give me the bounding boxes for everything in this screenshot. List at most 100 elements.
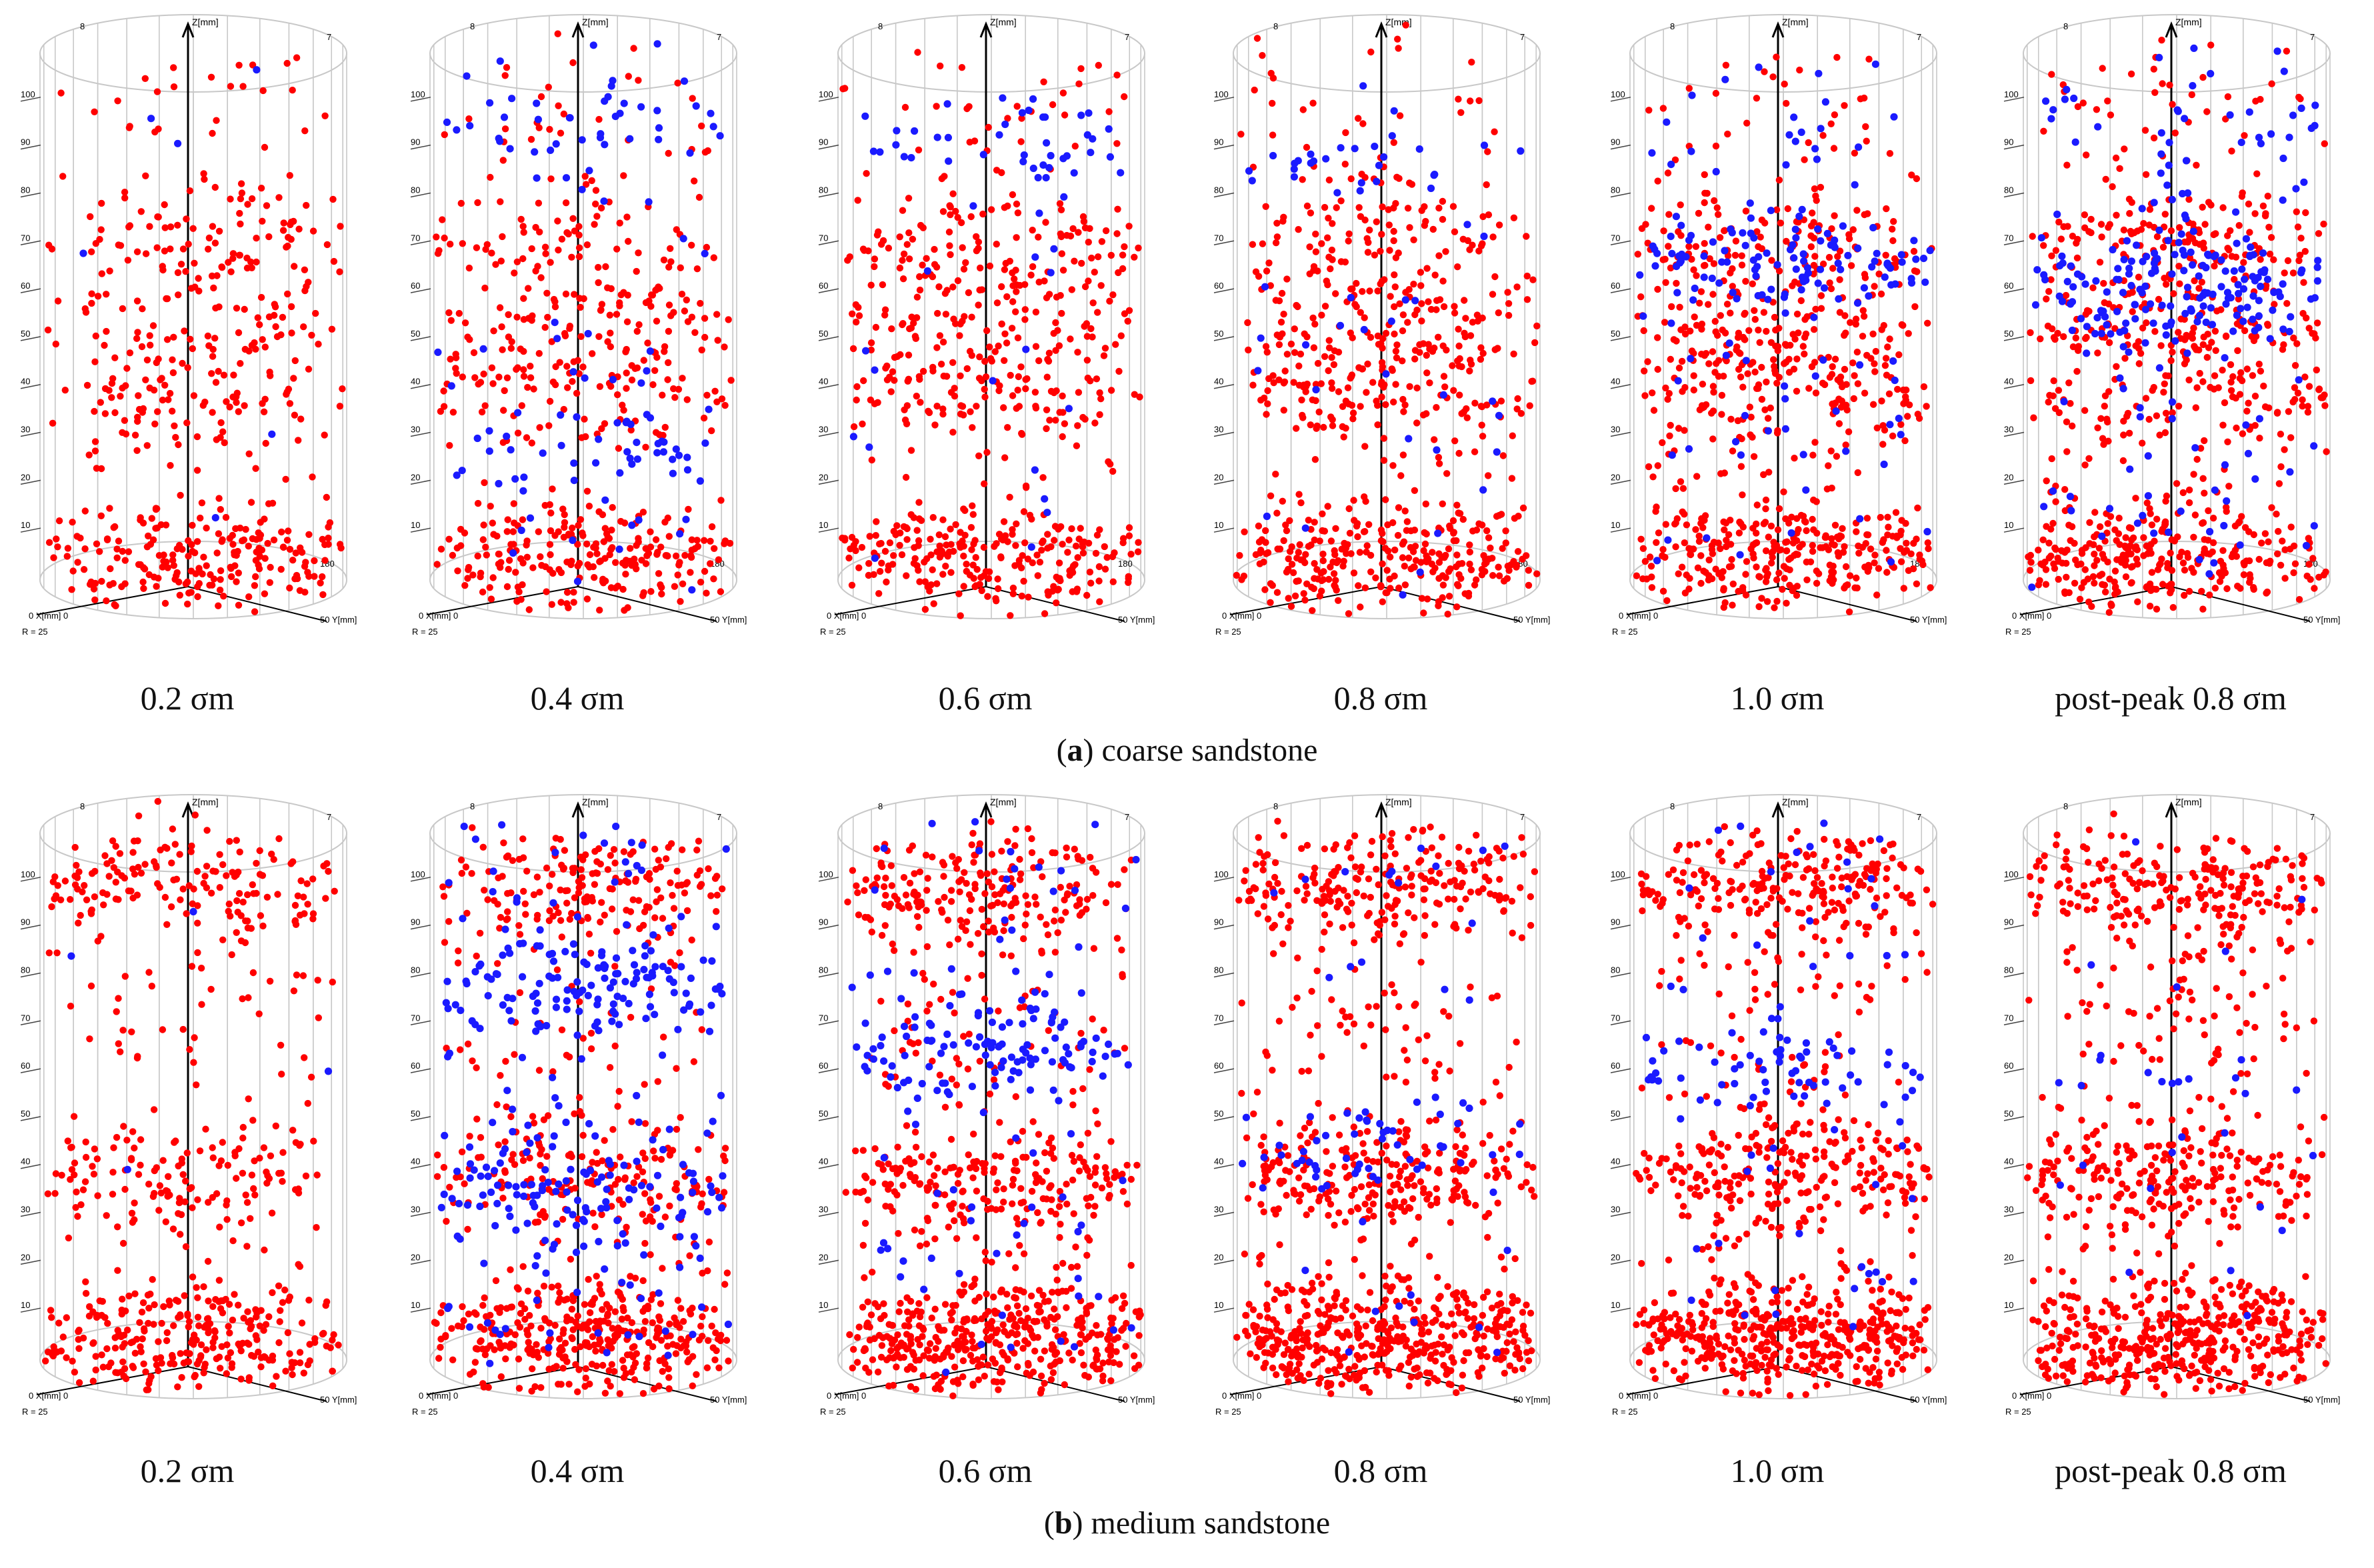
z-tick <box>1610 479 1631 485</box>
blue-point <box>1001 120 1009 129</box>
red-point <box>2159 581 2167 588</box>
blue-point <box>1489 397 1497 405</box>
red-point <box>994 585 1002 593</box>
red-point <box>150 387 158 394</box>
red-point <box>2055 575 2062 583</box>
blue-point <box>1764 295 1772 303</box>
red-point <box>1283 351 1291 358</box>
red-point <box>562 290 570 298</box>
blue-point <box>1871 257 1879 265</box>
y-axis-label: 50 Y[mm] <box>320 615 357 625</box>
red-point <box>1641 557 1649 565</box>
z-tick-label: 100 <box>21 89 35 99</box>
red-point <box>1835 553 1843 560</box>
red-point <box>1705 223 1712 231</box>
red-point <box>1013 103 1021 110</box>
red-point <box>1384 547 1392 555</box>
red-point <box>54 297 62 305</box>
red-point <box>124 257 132 264</box>
red-point <box>1847 319 1854 326</box>
blue-point <box>1799 250 1807 258</box>
red-point <box>213 549 221 557</box>
red-point <box>1485 534 1493 541</box>
red-point <box>1347 375 1354 382</box>
red-point <box>323 493 330 501</box>
blue-point <box>1085 109 1093 117</box>
red-point <box>633 542 640 549</box>
red-point <box>721 343 728 351</box>
red-point <box>1399 311 1407 319</box>
red-point <box>535 528 542 535</box>
red-point <box>1295 362 1303 370</box>
z-tick <box>1213 336 1235 341</box>
blue-point <box>1739 229 1747 237</box>
blue-point <box>2242 421 2250 429</box>
blue-point <box>2091 329 2099 338</box>
blue-point <box>1752 272 1760 280</box>
red-point <box>1485 472 1492 479</box>
red-point <box>174 221 181 229</box>
red-point <box>1294 303 1301 311</box>
red-point <box>581 173 589 180</box>
blue-point <box>2138 205 2146 213</box>
red-point <box>170 64 177 71</box>
red-point <box>2162 281 2170 288</box>
blue-point <box>1897 251 1905 259</box>
red-point <box>2125 429 2133 437</box>
red-point <box>1382 496 1389 503</box>
red-point <box>1830 145 1838 152</box>
red-point <box>232 525 239 533</box>
red-point <box>44 326 52 334</box>
red-point <box>555 246 562 254</box>
red-point <box>581 415 588 423</box>
blue-point <box>2164 237 2172 245</box>
corner-label-top-right: 7 <box>327 32 331 42</box>
red-point <box>1315 408 1323 416</box>
red-point <box>520 366 527 373</box>
red-point <box>2179 489 2187 497</box>
red-point <box>658 583 665 591</box>
stress-level-caption: 0.2 σm <box>140 679 235 717</box>
red-point <box>1013 234 1020 241</box>
red-point <box>1765 469 1773 476</box>
blue-point <box>1747 214 1755 222</box>
red-point <box>1439 500 1446 507</box>
blue-point <box>680 77 689 85</box>
red-point <box>1286 517 1293 525</box>
red-point <box>480 521 487 529</box>
red-point <box>185 553 192 560</box>
red-point <box>1781 80 1788 88</box>
red-point <box>1366 226 1373 234</box>
red-point <box>1473 311 1481 319</box>
blue-point <box>2220 521 2228 530</box>
red-point <box>1277 319 1285 326</box>
red-point <box>1698 320 1706 328</box>
red-point <box>2185 499 2193 507</box>
red-point <box>1880 536 1887 543</box>
red-point <box>1795 526 1802 533</box>
red-point <box>108 394 115 401</box>
red-point <box>1061 420 1069 427</box>
red-point <box>575 223 583 230</box>
red-point <box>867 346 875 354</box>
red-point <box>2086 519 2093 526</box>
red-point <box>1063 231 1071 239</box>
red-point <box>575 370 583 377</box>
red-point <box>190 392 198 399</box>
red-point <box>2073 367 2081 375</box>
red-point <box>245 347 253 355</box>
red-point <box>1022 385 1029 393</box>
red-point <box>1314 575 1321 583</box>
blue-point <box>2150 199 2158 207</box>
red-point <box>1417 282 1425 289</box>
red-point <box>143 442 151 449</box>
blue-point <box>2238 265 2246 273</box>
red-point <box>2204 331 2211 338</box>
blue-point <box>2141 305 2150 313</box>
red-point <box>1668 303 1675 311</box>
red-point <box>209 129 216 137</box>
red-point <box>608 526 615 534</box>
cylinder-bottom <box>429 541 737 619</box>
red-point <box>205 245 212 253</box>
red-point <box>1312 381 1320 388</box>
